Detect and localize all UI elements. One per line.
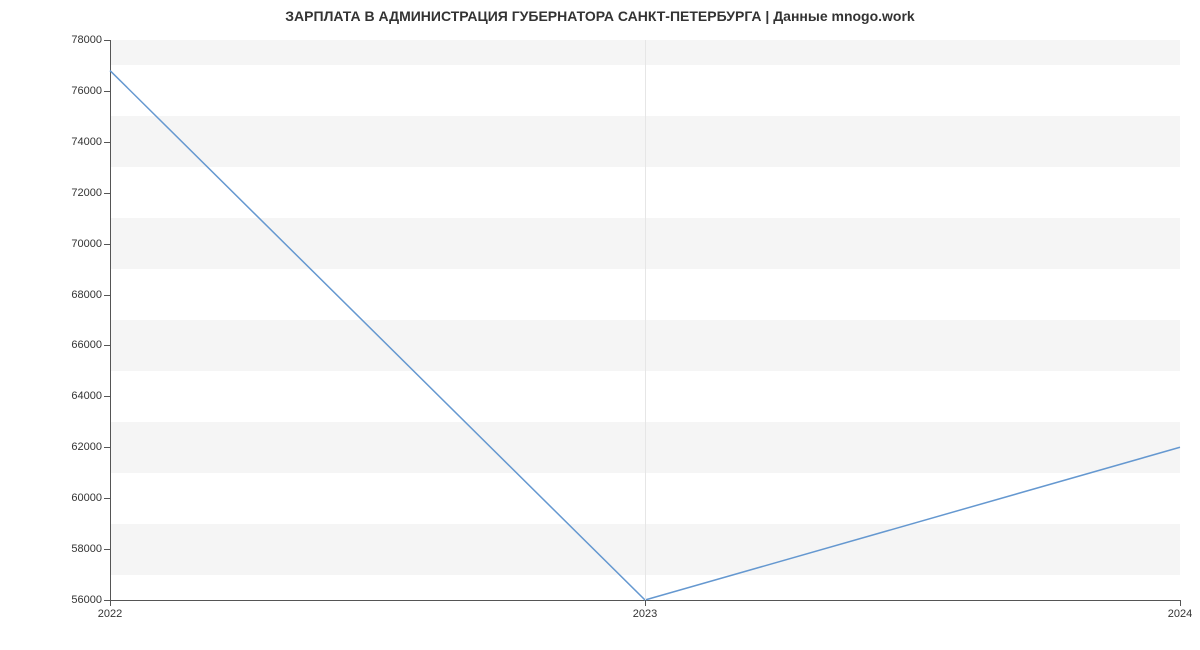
y-tick-label: 62000 xyxy=(71,441,102,453)
y-tick-label: 70000 xyxy=(71,238,102,250)
chart-container: { "chart": { "type": "line", "title": "З… xyxy=(0,0,1200,650)
x-tick-mark xyxy=(1180,600,1181,606)
y-tick-label: 76000 xyxy=(71,85,102,97)
y-tick-label: 78000 xyxy=(71,34,102,46)
vertical-gridline xyxy=(645,40,646,600)
y-tick-mark xyxy=(104,295,110,296)
y-tick-label: 66000 xyxy=(71,339,102,351)
y-tick-label: 56000 xyxy=(71,594,102,606)
chart-title: ЗАРПЛАТА В АДМИНИСТРАЦИЯ ГУБЕРНАТОРА САН… xyxy=(0,8,1200,24)
y-tick-mark xyxy=(104,447,110,448)
y-tick-mark xyxy=(104,396,110,397)
y-tick-label: 74000 xyxy=(71,136,102,148)
x-tick-label: 2024 xyxy=(1168,608,1192,620)
y-tick-mark xyxy=(104,91,110,92)
y-tick-label: 58000 xyxy=(71,543,102,555)
y-tick-label: 68000 xyxy=(71,289,102,301)
x-tick-mark xyxy=(110,600,111,606)
y-tick-mark xyxy=(104,193,110,194)
y-tick-label: 72000 xyxy=(71,187,102,199)
y-tick-label: 60000 xyxy=(71,492,102,504)
y-tick-label: 64000 xyxy=(71,390,102,402)
plot-area: 5600058000600006200064000660006800070000… xyxy=(110,40,1180,600)
y-tick-mark xyxy=(104,345,110,346)
x-tick-label: 2023 xyxy=(633,608,657,620)
x-tick-mark xyxy=(645,600,646,606)
y-tick-mark xyxy=(104,498,110,499)
x-tick-label: 2022 xyxy=(98,608,122,620)
y-tick-mark xyxy=(104,549,110,550)
y-tick-mark xyxy=(104,40,110,41)
y-tick-mark xyxy=(104,244,110,245)
y-tick-mark xyxy=(104,142,110,143)
